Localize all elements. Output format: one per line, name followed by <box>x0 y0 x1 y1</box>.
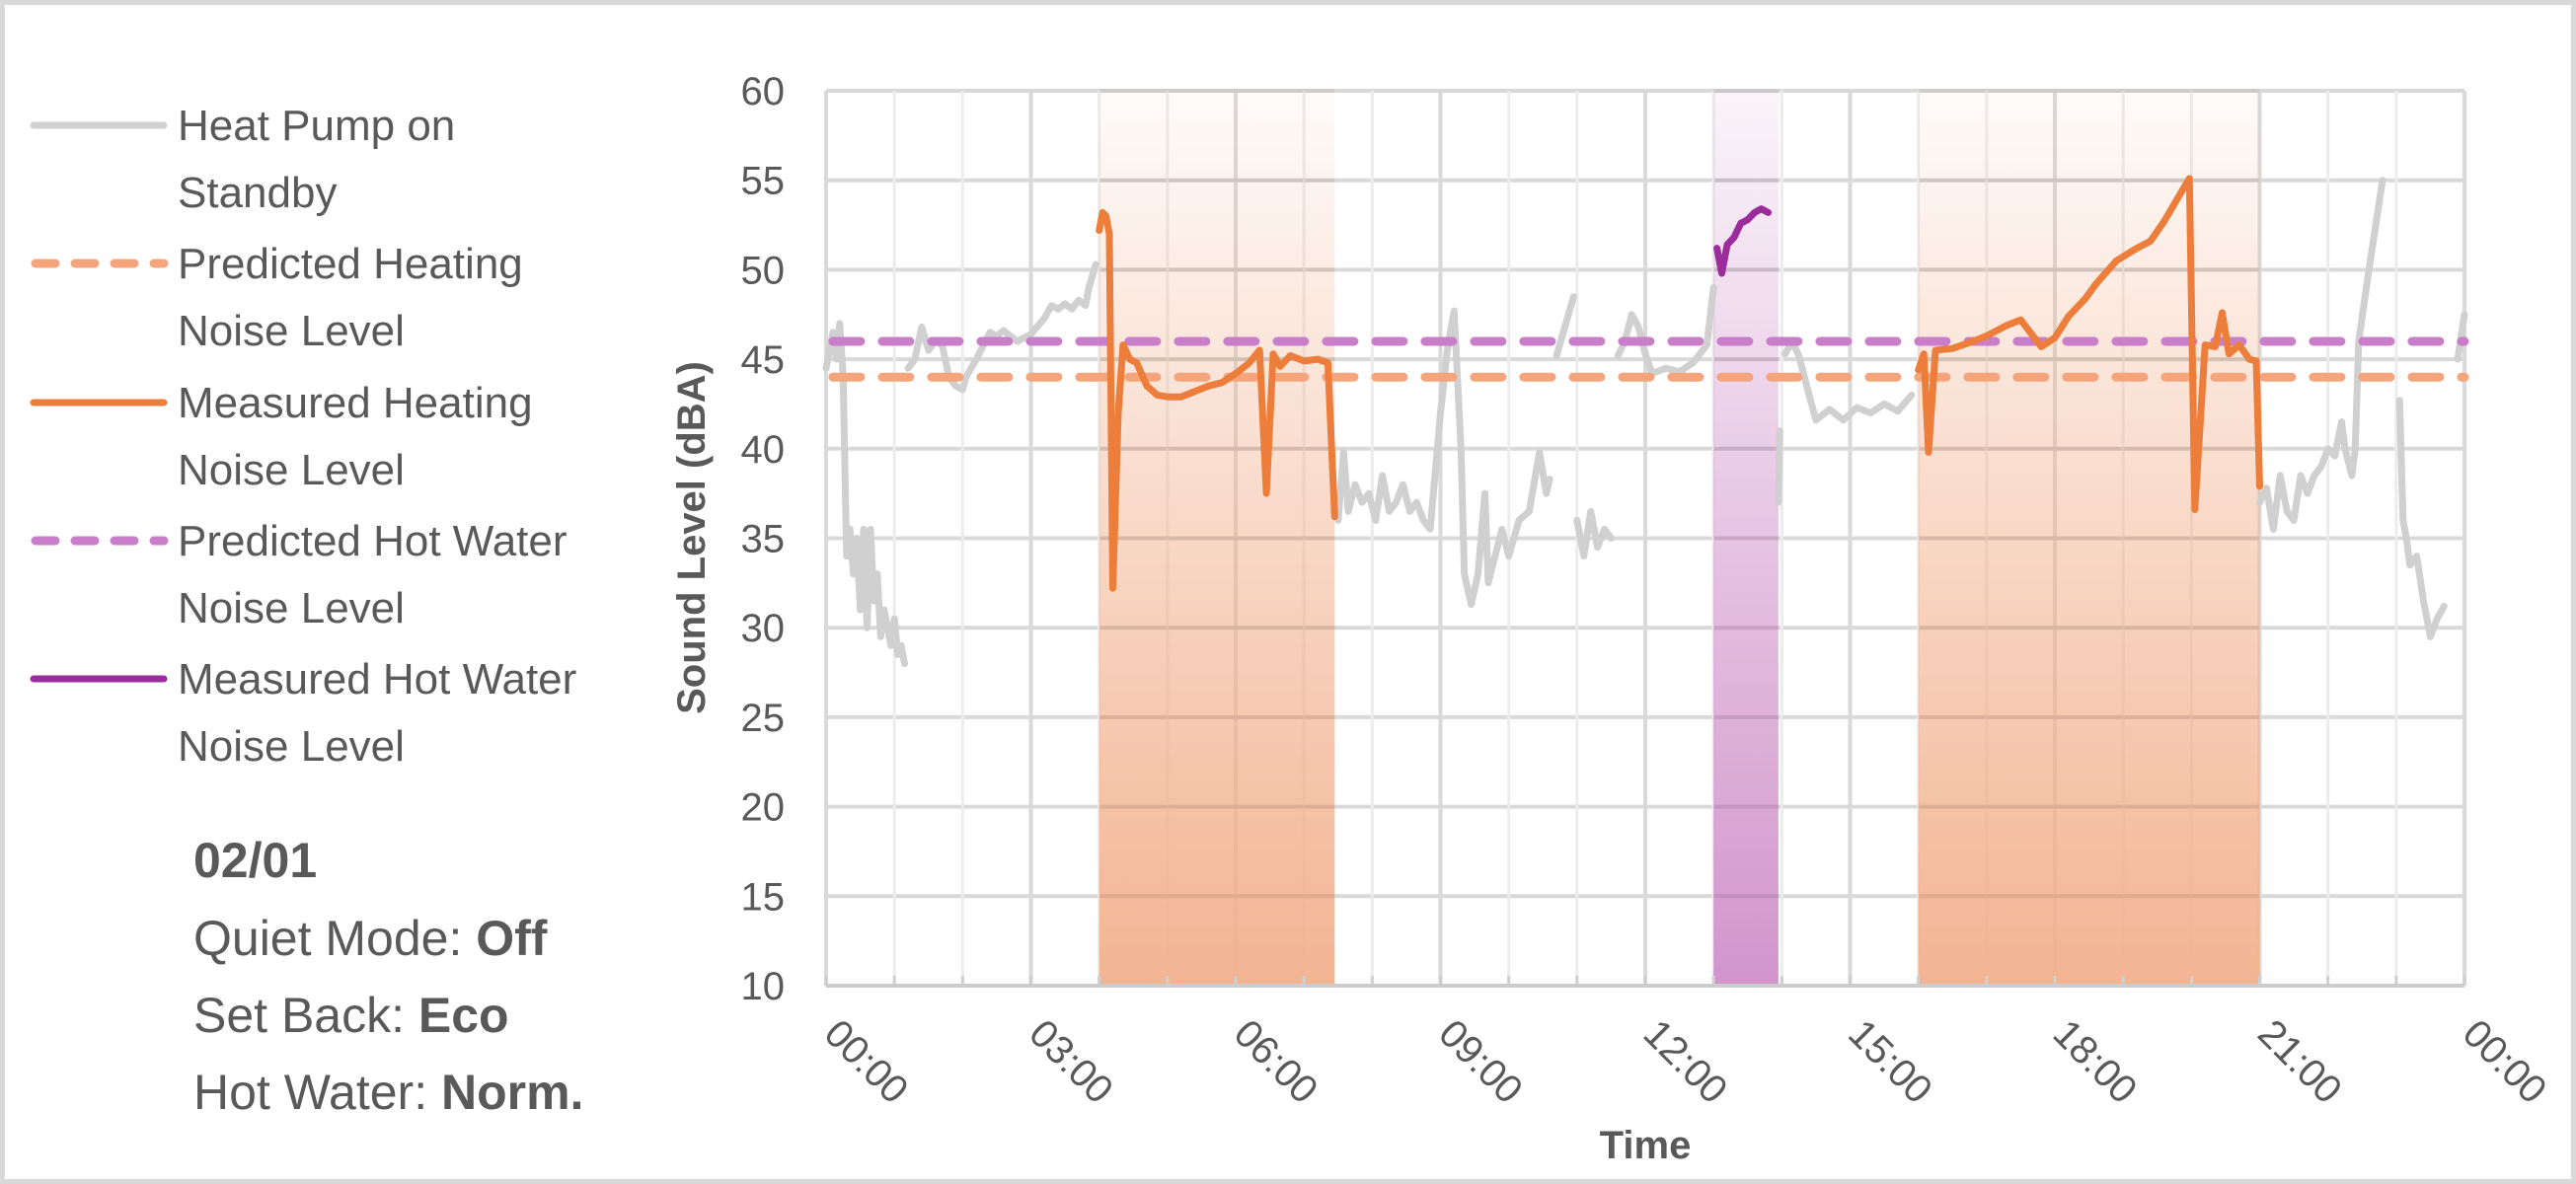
plot-gridlines-overlay <box>824 976 2466 988</box>
series-line <box>1775 427 1783 506</box>
heating-active-band <box>1918 91 2260 986</box>
series-line <box>2454 311 2468 363</box>
series-line <box>822 320 908 667</box>
x-tick-label: 03:00 <box>1021 1011 1121 1112</box>
legend-label: Noise Level <box>178 584 405 632</box>
x-tick-label: 09:00 <box>1430 1011 1531 1112</box>
y-tick-label: 50 <box>741 249 786 292</box>
legend-item-meas_heating: Measured Heating Noise Level <box>30 379 533 494</box>
settings-info: 02/01 Quiet Mode: Off Set Back: Eco Hot … <box>193 833 583 1120</box>
x-tick-label: 21:00 <box>2249 1011 2350 1112</box>
legend-label: Predicted Heating <box>178 240 523 288</box>
legend-label: Heat Pump on <box>178 102 455 150</box>
y-tick-label: 55 <box>741 160 786 203</box>
legend-label: Noise Level <box>178 722 405 771</box>
legend-label: Measured Heating <box>178 379 533 427</box>
x-tick-label: 18:00 <box>2045 1011 2146 1112</box>
hot-water-label: Hot Water: <box>193 1065 441 1120</box>
y-tick-label: 45 <box>741 338 786 382</box>
series-line <box>904 260 1099 394</box>
y-tick-label: 35 <box>741 518 786 561</box>
y-axis-title: Sound Level (dBA) <box>670 361 714 714</box>
series-line <box>1713 205 1772 277</box>
series-measured-hot-water-noise-level <box>1713 205 1772 277</box>
y-tick-label: 10 <box>741 965 786 1008</box>
legend-item-standby: Heat Pump on Standby <box>30 102 455 217</box>
set-back-value: Eco <box>418 988 509 1043</box>
x-tick-label: 12:00 <box>1635 1011 1736 1112</box>
series-line <box>2256 177 2387 533</box>
hot-water-active-band <box>1713 91 1779 986</box>
x-tick-label: 15:00 <box>1840 1011 1940 1112</box>
series-line <box>1096 208 1338 592</box>
y-tick-label: 40 <box>741 428 786 472</box>
y-tick-label: 60 <box>741 70 786 113</box>
legend-item-meas_hotwater: Measured Hot Water Noise Level <box>30 655 576 771</box>
x-axis-title: Time <box>1600 1124 1692 1167</box>
x-tick-label: 06:00 <box>1226 1011 1326 1112</box>
y-tick-label: 25 <box>741 697 786 740</box>
quiet-mode-value: Off <box>476 911 548 966</box>
quiet-mode-label: Quiet Mode: <box>193 911 476 966</box>
legend-item-pred_hotwater: Predicted Hot Water Noise Level <box>31 517 568 632</box>
data-series <box>822 175 2469 667</box>
y-tick-label: 20 <box>741 786 786 830</box>
hot-water-line: Hot Water: Norm. <box>193 1065 583 1120</box>
legend-item-pred_heating: Predicted Heating Noise Level <box>31 240 523 355</box>
x-tick-label: 00:00 <box>816 1011 917 1112</box>
series-measured-heating-noise-level <box>1096 175 2263 592</box>
hot-water-value: Norm. <box>441 1065 583 1120</box>
series-line <box>2395 397 2448 640</box>
series-line <box>1915 175 2263 513</box>
shaded-operation-bands <box>1099 89 2260 988</box>
heating-active-band <box>1099 91 1335 986</box>
legend-label: Measured Hot Water <box>178 655 576 703</box>
series-line <box>1573 507 1615 560</box>
legend-label: Noise Level <box>178 446 405 494</box>
y-tick-label: 30 <box>741 607 786 650</box>
set-back-label: Set Back: <box>193 988 418 1043</box>
date-label: 02/01 <box>193 833 317 888</box>
chart-legend: Heat Pump on Standby Predicted Heating Nois… <box>30 102 576 771</box>
x-tick-label: 00:00 <box>2455 1011 2555 1112</box>
series-heat-pump-on-standby <box>822 177 2468 667</box>
y-tick-label: 15 <box>741 875 786 919</box>
y-axis-ticks: 10 15 20 25 30 35 40 45 50 55 60 <box>741 70 786 1008</box>
series-line <box>1781 337 1916 424</box>
series-line <box>1553 293 1577 359</box>
legend-label: Noise Level <box>178 307 405 355</box>
x-axis-ticks: 00:00 03:00 06:00 09:00 12:00 15:00 18:00 21:00… <box>816 1011 2555 1112</box>
set-back-line: Set Back: Eco <box>193 988 509 1043</box>
quiet-mode-line: Quiet Mode: Off <box>193 911 548 966</box>
series-line <box>1334 307 1553 609</box>
legend-label: Standby <box>178 169 337 217</box>
legend-label: Predicted Hot Water <box>178 517 568 565</box>
